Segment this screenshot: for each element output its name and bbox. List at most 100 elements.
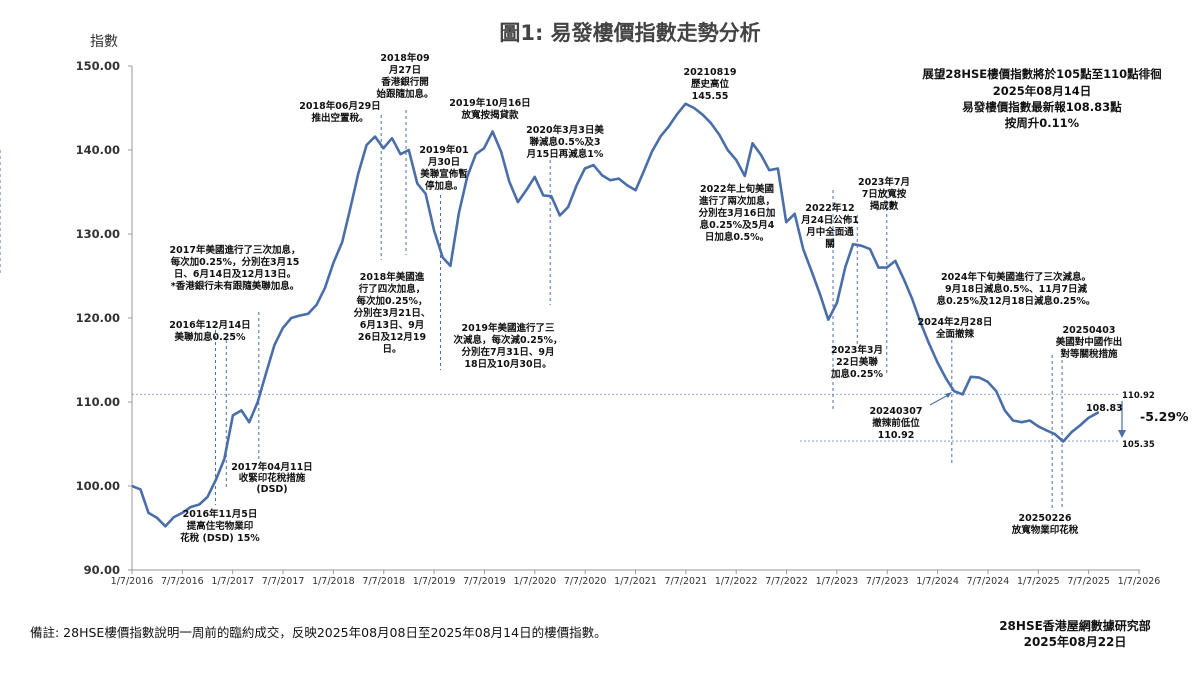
y-tick-label: 90.00 bbox=[84, 563, 120, 577]
annotation-line: 2017年美國進行了三次加息， bbox=[170, 244, 301, 256]
annotation-text: 20240307 撤辣前低位 110.92 bbox=[870, 406, 923, 441]
annotation-text: 20250403 美國對中國作出對等關稅措施 bbox=[1055, 325, 1123, 360]
annotation-line: 每次加0.25%， bbox=[357, 295, 428, 307]
annotation-text: 2024年2月28日全面撤辣 bbox=[918, 316, 993, 340]
annotation-line: 2019年美國進行了三 bbox=[462, 322, 555, 334]
x-tick-label: 7/7/2025 bbox=[1067, 576, 1110, 587]
y-tick-label: 100.00 bbox=[76, 479, 120, 493]
annotation-line: 145.55 bbox=[692, 91, 729, 102]
x-tick-label: 1/7/2022 bbox=[715, 576, 758, 587]
x-tick-label: 1/7/2016 bbox=[111, 576, 154, 587]
annotation-line: 息0.25%及12月18日減息0.25%。 bbox=[937, 295, 1096, 307]
annotation-line: 停加息。 bbox=[425, 180, 463, 192]
annotation-line: 26日及12月19 bbox=[358, 332, 426, 343]
info-line-1: 展望28HSE樓價指數將於105點至110點徘徊 bbox=[921, 67, 1161, 81]
annotation-line: 月24日公佈1 bbox=[800, 214, 859, 226]
annotation-line: 20210819 bbox=[684, 67, 737, 78]
annotation-line: 月27日 bbox=[388, 65, 421, 76]
x-tick-label: 1/7/2021 bbox=[614, 576, 657, 587]
annotation-line: 美聯加息0.25% bbox=[174, 331, 246, 343]
annotation-line: 月15日再減息1% bbox=[526, 148, 604, 160]
x-tick-label: 7/7/2017 bbox=[262, 576, 305, 587]
annotation-line: 每次加0.25%，分別在3月15 bbox=[171, 256, 300, 268]
annotation-line: 月30日 bbox=[427, 157, 460, 168]
y-tick-label: 110.00 bbox=[76, 395, 120, 409]
info-line-4: 按周升0.11% bbox=[1005, 116, 1080, 130]
info-box: 展望28HSE樓價指數將於105點至110點徘徊 2025年08月14日 易發樓… bbox=[921, 67, 1161, 130]
annotation-line: 20240307 bbox=[870, 406, 923, 417]
x-tick-label: 1/7/2025 bbox=[1017, 576, 1060, 587]
change-label: -5.29% bbox=[1140, 409, 1189, 424]
y-tick-label: 130.00 bbox=[76, 227, 120, 241]
annotation-text: 2024年下旬美國進行了三次減息。 9月18日減息0.5%、11月7日減息0.25… bbox=[937, 271, 1096, 307]
annotation-line: 放寬按揭貸款 bbox=[460, 109, 519, 121]
annotation-line: 2016年11月5日 bbox=[183, 508, 258, 520]
annotation-line: 聯減息0.5%及3 bbox=[530, 136, 601, 148]
annotation-text: 2016年12月14日美聯加息0.25% bbox=[169, 319, 250, 343]
y-tick-label: 150.00 bbox=[76, 59, 120, 73]
annotation-text: 2016年11月5日提高住宅物業印花稅 (DSD) 15% bbox=[180, 508, 260, 544]
annotation-line: 推出空置稅。 bbox=[311, 112, 368, 124]
annotation-line: 加息0.25% bbox=[830, 368, 883, 380]
annotation-line: 分別在7月31日、9月 bbox=[462, 346, 555, 358]
annotation-line: 2022年12 bbox=[805, 202, 854, 214]
annotation-text: 2018年06月29日推出空置稅。 bbox=[299, 100, 380, 124]
annotation-text: 2022年上旬美國進行了兩次加息，分別在3月16日加息0.25%及5月4 日加息0… bbox=[699, 183, 776, 243]
annotation-line: 次減息，每次減0.25%， bbox=[454, 334, 563, 346]
x-ticks: 1/7/2016 7/7/2016 1/7/2017 7/7/2017 1/7/2018… bbox=[111, 570, 1161, 587]
series-line bbox=[131, 102, 1100, 528]
y-tick-label: 140.00 bbox=[76, 143, 120, 157]
annotation-lines bbox=[0, 110, 1063, 510]
annotation-line: 2018年美國進 bbox=[360, 271, 425, 283]
annotation-text: 2017年04月11日收緊印花稅措施(DSD) bbox=[231, 461, 312, 495]
annotation-line: 20250403 bbox=[1063, 325, 1116, 336]
annotation-line: 進行了兩次加息， bbox=[699, 195, 775, 207]
annotation-text: 2018年美國進行了四次加息，每次加0.25%，分別在3月21日、 6月13日、9… bbox=[354, 271, 431, 355]
source-org: 28HSE香港屋網數據研究部 bbox=[999, 618, 1151, 633]
x-tick-label: 1/7/2026 bbox=[1118, 576, 1161, 587]
annotation-line: 收緊印花稅措施 bbox=[239, 472, 306, 484]
x-tick-label: 1/7/2023 bbox=[816, 576, 859, 587]
annotation-line: 歷史高位 bbox=[691, 78, 730, 90]
x-tick-label: 7/7/2023 bbox=[866, 576, 909, 587]
annotation-line: 2016年12月14日 bbox=[169, 319, 250, 331]
annotation-line: 2019年01 bbox=[419, 144, 468, 156]
annotation-text: 2023年7月 7日放寬按揭成數 bbox=[858, 176, 910, 212]
annotation-text: 2019年01 月30日美聯宣佈暫停加息。 bbox=[419, 144, 468, 192]
annotation-line: 日加息0.5%。 bbox=[705, 231, 769, 243]
ref-label-low: 105.35 bbox=[1122, 440, 1155, 450]
y-axis-label: 指數 bbox=[90, 34, 118, 50]
annotation-line: 2020年3月3日美 bbox=[526, 124, 604, 136]
annotation-line: 6月13日、9月 bbox=[360, 320, 424, 331]
annotation-line: 9月18日減息0.5%、11月7日減 bbox=[945, 283, 1088, 295]
x-tick-label: 1/7/2020 bbox=[513, 576, 556, 587]
annotation-line: 20250226 bbox=[1019, 513, 1072, 524]
annotation-line: (DSD) bbox=[256, 484, 287, 495]
x-tick-label: 7/7/2016 bbox=[161, 576, 204, 587]
x-tick-label: 7/7/2021 bbox=[665, 576, 708, 587]
source-date: 2025年08月22日 bbox=[1024, 634, 1127, 649]
annotation-line: 日。 bbox=[382, 344, 401, 355]
annotation-line: 2023年3月 bbox=[831, 344, 883, 356]
last-value-label: 108.83 bbox=[1086, 403, 1123, 414]
annotation-line: 息0.25%及5月4 bbox=[700, 219, 775, 231]
annotation-line: 香港銀行開 bbox=[380, 76, 429, 88]
annotation-text: 2017年美國進行了三次加息，每次加0.25%，分別在3月15 日、6月14日及1… bbox=[170, 244, 301, 292]
x-tick-label: 1/7/2017 bbox=[211, 576, 254, 587]
annotation-line: 22日美聯 bbox=[836, 356, 878, 368]
x-tick-label: 1/7/2019 bbox=[413, 576, 456, 587]
annotation-line: 月中全面通 bbox=[805, 226, 854, 238]
annotation-line: 分別在3月21日、 bbox=[354, 307, 431, 319]
annotation-text: 2019年10月16日放寬按揭貸款 bbox=[449, 97, 530, 121]
annotation-line: 關 bbox=[825, 239, 835, 250]
annotation-line: 美聯宣佈暫 bbox=[419, 168, 468, 180]
annotation-line: 2023年7月 bbox=[858, 176, 910, 188]
reference-lines bbox=[132, 393, 1120, 442]
annotation-line: 2018年06月29日 bbox=[299, 100, 380, 112]
annotation-line: 美國對中國作出 bbox=[1055, 336, 1123, 348]
annotation-line: 2018年09 bbox=[380, 52, 429, 64]
annotation-line: 花稅 (DSD) 15% bbox=[180, 532, 260, 544]
annotation-text: 2023年3月 22日美聯加息0.25% bbox=[830, 344, 883, 380]
annotation-text: 2022年12 月24日公佈1 月中全面通關 bbox=[800, 202, 859, 250]
